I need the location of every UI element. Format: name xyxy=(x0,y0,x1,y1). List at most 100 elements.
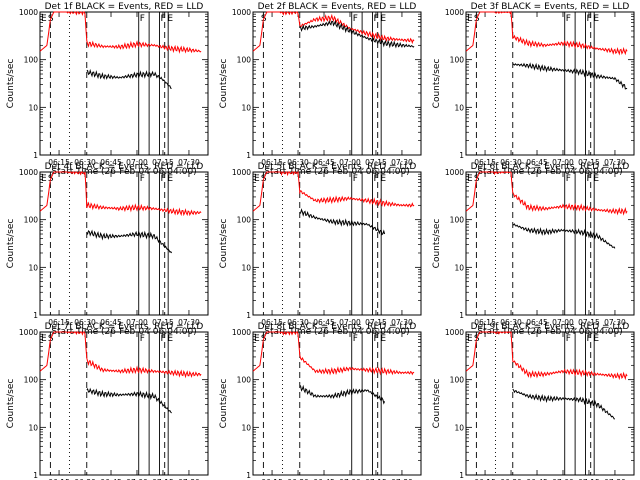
x-tick-label: 06:15 xyxy=(474,478,496,480)
y-axis-label: Counts/sec xyxy=(432,379,442,429)
series-line-events xyxy=(512,62,628,90)
x-tick-label: 06:45 xyxy=(526,318,548,327)
axes-frame xyxy=(252,11,422,156)
event-marker-label: F xyxy=(140,14,145,24)
x-tick-label: 07:30 xyxy=(178,478,200,480)
x-tick-label: 06:15 xyxy=(474,158,496,167)
event-marker-label: F xyxy=(587,174,592,184)
axes-frame xyxy=(465,11,635,156)
event-marker-label: F xyxy=(161,14,166,24)
event-marker-label: E xyxy=(41,334,47,344)
event-marker-label: E xyxy=(467,174,473,184)
x-tick-label: 07:00 xyxy=(126,478,148,480)
event-marker-label: F xyxy=(566,14,571,24)
y-tick-label: 1 xyxy=(246,471,251,480)
series-line-lld xyxy=(252,11,415,52)
y-axis-label: Counts/sec xyxy=(432,219,442,269)
panel-title: Det 1f BLACK = Events, RED = LLD xyxy=(45,2,204,12)
panel-det-6: Det 6f BLACK = Events, RED = LLD 1 10 100 10… xyxy=(432,162,635,337)
x-tick-label: 07:00 xyxy=(126,158,148,167)
event-marker-label: E xyxy=(41,14,47,24)
event-marker-label: F xyxy=(374,14,379,24)
event-marker-label: F xyxy=(566,334,571,344)
x-tick-label: 06:15 xyxy=(48,318,70,327)
axes-frame xyxy=(465,171,635,316)
y-tick-label: 1 xyxy=(459,471,464,480)
y-tick-label: 1000 xyxy=(232,168,251,177)
x-tick-label: 07:30 xyxy=(178,318,200,327)
x-tick-label: 06:45 xyxy=(100,158,122,167)
series-line-events xyxy=(86,68,172,89)
series-line-lld xyxy=(39,331,202,379)
event-marker-label: F xyxy=(140,174,145,184)
x-tick-label: 07:15 xyxy=(152,318,174,327)
y-tick-label: 10 xyxy=(454,103,464,112)
y-tick-label: 1 xyxy=(459,311,464,320)
event-marker-label: F xyxy=(587,334,592,344)
event-marker-label: E xyxy=(467,14,473,24)
axes-frame xyxy=(39,171,209,316)
y-tick-label: 1 xyxy=(33,471,38,480)
panel-title: Det 5f BLACK = Events, RED = LLD xyxy=(258,162,417,172)
x-tick-label: 07:30 xyxy=(604,478,626,480)
event-marker-label: E xyxy=(254,174,260,184)
x-tick-label: 06:30 xyxy=(500,318,522,327)
x-tick-label: 07:00 xyxy=(552,158,574,167)
y-tick-label: 10 xyxy=(28,423,38,432)
x-tick-label: 07:15 xyxy=(365,318,387,327)
x-tick-label: 07:30 xyxy=(391,158,413,167)
event-marker-label: E xyxy=(467,334,473,344)
y-tick-label: 1 xyxy=(459,151,464,160)
event-marker-label: F xyxy=(353,14,358,24)
panel-det-1: Det 1f BLACK = Events, RED = LLD 1 10 100 10… xyxy=(6,2,209,177)
event-marker-label: F xyxy=(161,174,166,184)
event-marker-label: E xyxy=(593,334,599,344)
y-tick-label: 100 xyxy=(237,56,252,65)
event-marker-label: F xyxy=(587,14,592,24)
axes-frame xyxy=(252,171,422,316)
x-tick-label: 06:45 xyxy=(313,158,335,167)
y-tick-label: 100 xyxy=(450,56,465,65)
y-tick-label: 1000 xyxy=(19,8,38,17)
series-line-lld xyxy=(39,171,202,217)
y-tick-label: 1000 xyxy=(232,8,251,17)
x-tick-label: 06:45 xyxy=(100,478,122,480)
x-tick-label: 06:15 xyxy=(474,318,496,327)
y-tick-label: 10 xyxy=(241,423,251,432)
x-tick-label: 06:30 xyxy=(74,318,96,327)
y-tick-label: 1000 xyxy=(19,328,38,337)
x-tick-label: 07:30 xyxy=(391,318,413,327)
event-marker-label: F xyxy=(566,174,571,184)
y-tick-label: 100 xyxy=(450,216,465,225)
event-marker-label: E xyxy=(593,174,599,184)
series-line-lld xyxy=(465,10,628,56)
series-line-events xyxy=(512,388,615,420)
panel-title: Det 8f BLACK = Events, RED = LLD xyxy=(258,322,417,332)
x-tick-label: 06:30 xyxy=(74,478,96,480)
x-tick-label: 06:30 xyxy=(500,478,522,480)
x-tick-label: 06:15 xyxy=(48,478,70,480)
series-line-events xyxy=(512,223,616,249)
panel-det-2: Det 2f BLACK = Events, RED = LLD 1 10 100 10… xyxy=(219,2,422,177)
x-tick-label: 07:15 xyxy=(365,158,387,167)
axes-frame xyxy=(465,331,635,476)
y-tick-label: 1000 xyxy=(19,168,38,177)
x-tick-label: 07:15 xyxy=(152,478,174,480)
event-marker-label: E xyxy=(41,174,47,184)
x-tick-label: 07:00 xyxy=(339,318,361,327)
series-line-events xyxy=(299,208,386,236)
panel-title: Det 4f BLACK = Events, RED = LLD xyxy=(45,162,204,172)
event-marker-label: F xyxy=(161,334,166,344)
y-tick-label: 10 xyxy=(454,263,464,272)
panel-title: Det 3f BLACK = Events, RED = LLD xyxy=(471,2,630,12)
y-tick-label: 100 xyxy=(237,376,252,385)
x-tick-label: 06:15 xyxy=(261,158,283,167)
x-tick-label: 06:30 xyxy=(287,158,309,167)
y-tick-label: 1 xyxy=(33,311,38,320)
x-tick-label: 06:30 xyxy=(500,158,522,167)
y-axis-label: Counts/sec xyxy=(219,59,229,109)
event-marker-label: E xyxy=(167,174,173,184)
axes-frame xyxy=(252,331,422,476)
series-line-events xyxy=(299,384,386,405)
y-tick-label: 1000 xyxy=(445,168,464,177)
